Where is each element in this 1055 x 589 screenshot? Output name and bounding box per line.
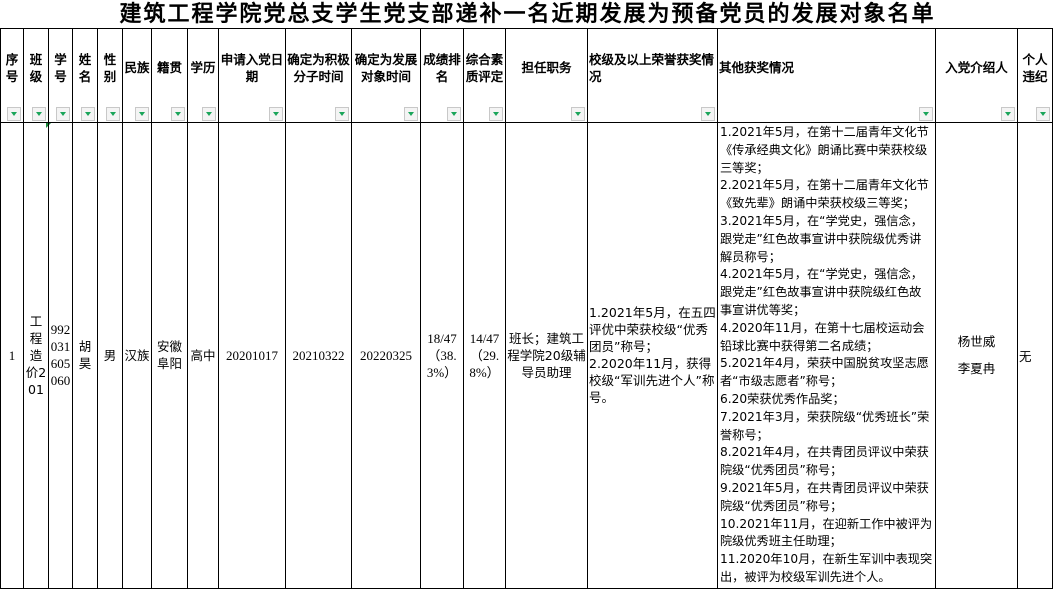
header-school-honors: 校级及以上荣誉获奖情况 (587, 28, 718, 106)
introducer: 杨世威 (957, 334, 996, 350)
filter-dropdown-icon[interactable] (56, 107, 70, 121)
cell-candidate-date[interactable]: 20220325 (351, 122, 421, 589)
header-gender: 性别 (97, 28, 123, 106)
filter-dropdown-icon[interactable] (701, 107, 715, 121)
header-ethnicity: 民族 (122, 28, 152, 106)
award-item: 9.2021年5月，在共青团员评议中荣获院级“优秀团员”称号； (720, 480, 929, 513)
award-item: 4.2020年11月，在第十七届校运动会铅球比赛中获得第二名成绩； (720, 320, 925, 353)
header-index: 序号 (0, 28, 24, 106)
award-item: 4.2021年5月，在“学党史，强信念，跟党走”红色故事宣讲中获院级红色故事宣讲… (720, 267, 923, 317)
sheet-title: 建筑工程学院党总支学生党支部递补一名近期发展为预备党员的发展对象名单 (119, 1, 936, 27)
filter-dropdown-icon[interactable] (404, 107, 418, 121)
cell-gender[interactable]: 男 (97, 122, 123, 589)
header-class: 班级 (23, 28, 49, 106)
award-item: 8.2021年4月，在共青团员评议中荣获院级“优秀团员”称号； (720, 445, 929, 478)
header-student-id: 学号 (48, 28, 73, 106)
cell-school-honors[interactable]: 1.2021年5月，在五四评优中荣获校级“优秀团员”称号； 2.2020年11月… (587, 122, 718, 589)
header-name: 姓名 (72, 28, 98, 106)
filter-row (0, 106, 1053, 123)
header-position: 担任职务 (505, 28, 588, 106)
award-item: 11.2020年10月，在新生军训中表现突出，被评为校级军训先进个人。 (720, 552, 933, 584)
cell-name[interactable]: 胡昊 (72, 122, 98, 589)
filter-dropdown-icon[interactable] (269, 107, 283, 121)
cell-other-awards[interactable]: 1.2021年5月，在第十二届青年文化节《传承经典文化》朗诵比赛中荣获校级三等奖… (717, 122, 936, 589)
filter-dropdown-icon[interactable] (81, 107, 95, 121)
filter-dropdown-icon[interactable] (571, 107, 585, 121)
header-native-place: 籍贯 (151, 28, 188, 106)
award-item: 10.2021年11月，在迎新工作中被评为院级优秀班主任助理； (720, 516, 933, 549)
header-grade-rank: 成绩排名 (420, 28, 464, 106)
header-other-awards: 其他获奖情况 (717, 28, 936, 106)
cell-student-id[interactable]: 992031605060 (48, 122, 73, 589)
header-quality-rank: 综合素质评定 (463, 28, 506, 106)
cell-index[interactable]: 1 (0, 122, 24, 589)
filter-dropdown-icon[interactable] (7, 107, 21, 121)
award-item: 1.2021年5月，在第十二届青年文化节《传承经典文化》朗诵比赛中荣获校级三等奖… (720, 125, 929, 175)
filter-dropdown-icon[interactable] (919, 107, 933, 121)
header-introducers: 入党介绍人 (935, 28, 1018, 106)
award-item: 2.2021年5月，在第十二届青年文化节《致先辈》朗诵中荣获校级三等奖； (720, 178, 929, 211)
table-row: 1 工程造价201 992031605060 胡昊 男 汉族 安徽阜阳 高中 2… (0, 122, 1053, 589)
award-item: 3.2021年5月，在“学党史，强信念，跟党走”红色故事宣讲中获院级优秀讲解员称… (720, 213, 923, 264)
cell-position[interactable]: 班长；建筑工程学院20级辅导员助理 (505, 122, 588, 589)
cell-introducers[interactable]: 杨世威 李夏冉 (935, 122, 1018, 589)
cell-ethnicity[interactable]: 汉族 (122, 122, 152, 589)
honor-item: 1.2021年5月，在五四评优中荣获校级“优秀团员”称号； (589, 305, 716, 355)
violations-value: 无 (1019, 348, 1032, 364)
honor-item: 2.2020年11月，获得校级“军训先进个人”称号。 (589, 356, 715, 406)
header-apply-date: 申请入党日期 (218, 28, 286, 106)
award-item: 6.20荣获优秀作品奖； (720, 391, 845, 406)
filter-dropdown-icon[interactable] (335, 107, 349, 121)
header-activist-date: 确定为积极分子时间 (285, 28, 352, 106)
filter-dropdown-icon[interactable] (489, 107, 503, 121)
candidate-table: 序号 班级 学号 姓名 性别 民族 籍贯 学历 申请入党日期 确定为积极分子时间… (0, 28, 1053, 589)
cell-violations[interactable]: 无 (1017, 122, 1053, 589)
header-education: 学历 (187, 28, 219, 106)
cell-education[interactable]: 高中 (187, 122, 219, 589)
cell-native-place[interactable]: 安徽阜阳 (151, 122, 188, 589)
award-item: 5.2021年4月，荣获中国脱贫攻坚志愿者“市级志愿者”称号； (720, 356, 929, 389)
header-violations: 个人违纪 (1017, 28, 1053, 106)
cell-quality-rank[interactable]: 14/47（29.8%） (463, 122, 506, 589)
filter-dropdown-icon[interactable] (135, 107, 149, 121)
award-item: 7.2021年3月，荣获院级“优秀班长”荣誉称号； (720, 409, 930, 442)
filter-dropdown-icon[interactable] (106, 107, 120, 121)
cell-apply-date[interactable]: 20201017 (218, 122, 286, 589)
introducer: 李夏冉 (957, 361, 996, 377)
header-candidate-date: 确定为发展对象时间 (351, 28, 421, 106)
cell-grade-rank[interactable]: 18/47（38.3%） (420, 122, 464, 589)
filter-dropdown-icon[interactable] (171, 107, 185, 121)
filter-dropdown-icon[interactable] (202, 107, 216, 121)
filter-dropdown-icon[interactable] (1001, 107, 1015, 121)
cell-class[interactable]: 工程造价201 (23, 122, 49, 589)
cell-activist-date[interactable]: 20210322 (285, 122, 352, 589)
header-row: 序号 班级 学号 姓名 性别 民族 籍贯 学历 申请入党日期 确定为积极分子时间… (0, 28, 1053, 106)
filter-dropdown-icon[interactable] (32, 107, 46, 121)
filter-dropdown-icon[interactable] (1036, 107, 1050, 121)
filter-dropdown-icon[interactable] (447, 107, 461, 121)
